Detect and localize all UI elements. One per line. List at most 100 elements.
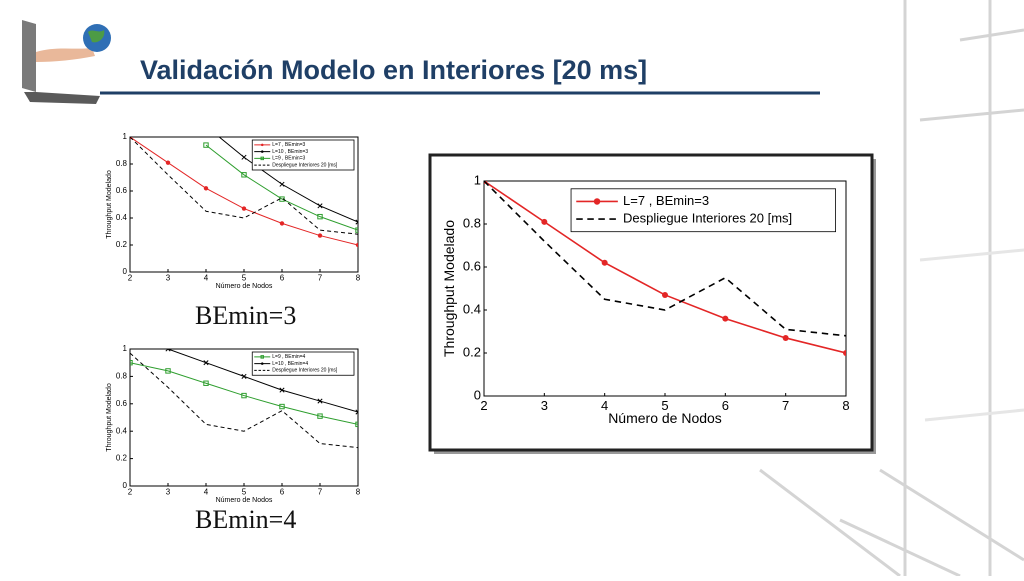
y-tick-label: 1 (123, 132, 128, 141)
legend-box (570, 188, 836, 233)
y-axis-label: Throughput Modelado (106, 383, 113, 452)
y-tick-label: 0.8 (116, 159, 128, 168)
window-frame (759, 0, 1024, 578)
y-tick-label: 0.2 (116, 454, 128, 463)
x-tick-label: 7 (318, 488, 323, 497)
legend: L=7 , BEmin=3 Despliegue Interiores 20 [m… (570, 188, 836, 233)
chart: 2 3 4 5 6 7 8 0 0.2 0.4 0.6 0.8 1 Número de Nodos Thro… (106, 344, 361, 504)
x-tick-label: 5 (242, 488, 247, 497)
marker (722, 315, 729, 322)
y-tick-label: 0.6 (116, 399, 128, 408)
axes-box (483, 180, 847, 397)
marker (241, 373, 247, 379)
axes-box (129, 348, 359, 487)
marker (662, 291, 668, 298)
marker (203, 380, 209, 386)
marker (130, 360, 133, 366)
series-line (130, 352, 358, 449)
y-tick-label: 0.4 (116, 213, 128, 222)
logo (22, 20, 111, 104)
marker (317, 203, 323, 209)
series-line (130, 362, 358, 425)
marker (279, 221, 285, 226)
y-tick-label: 0.8 (116, 372, 128, 381)
marker (204, 124, 208, 128)
legend-box (251, 351, 355, 376)
y-tick-label: 1 (474, 172, 481, 187)
caption: BEmin=3 (195, 301, 296, 330)
x-axis-label: Número de Nodos (216, 497, 273, 504)
x-tick-label: 8 (356, 274, 361, 283)
legend-label: L=7 , BEmin=3 (272, 142, 305, 148)
caption: BEmin=4 (195, 505, 296, 534)
window-frame (919, 248, 1024, 422)
legend-label: L=7 , BEmin=3 (623, 193, 709, 208)
x-tick-label: 5 (242, 274, 247, 283)
legend-marker (260, 355, 264, 359)
marker (241, 154, 247, 160)
marker (355, 409, 358, 415)
marker (203, 142, 209, 148)
x-tick-label: 3 (166, 488, 171, 497)
legend-label: Despliegue Interiores 20 [ms] (272, 162, 338, 168)
marker (541, 218, 548, 225)
y-axis-label: Throughput Modelado (106, 170, 113, 239)
laptop-base (24, 92, 100, 104)
marker (317, 213, 323, 220)
marker (317, 413, 323, 419)
laptop-screen (22, 20, 36, 92)
x-tick-label: 2 (128, 274, 133, 283)
marker (241, 172, 247, 178)
x-tick-label: 3 (166, 274, 171, 283)
marker (203, 186, 209, 191)
slide-title: Validación Modelo en Interiores [20 ms] (140, 55, 647, 85)
y-tick-label: 0.6 (463, 258, 481, 273)
marker (601, 259, 608, 266)
y-tick-label: 1 (123, 344, 128, 353)
legend-marker (261, 150, 264, 153)
x-tick-label: 4 (204, 274, 209, 283)
y-tick-label: 0.2 (463, 344, 481, 359)
chart: 2 3 4 5 6 7 8 0 0.2 0.4 0.6 0.8 1 Número de Nodos Thro… (441, 172, 850, 426)
x-tick-label: 8 (356, 488, 361, 497)
legend-marker (261, 143, 264, 147)
x-tick-label: 5 (661, 398, 668, 413)
x-tick-label: 3 (541, 398, 548, 413)
marker (241, 206, 247, 211)
axes-box (129, 136, 359, 273)
x-tick-label: 8 (842, 398, 849, 413)
x-tick-label: 6 (722, 398, 729, 413)
x-tick-label: 4 (601, 398, 608, 413)
series-line (205, 144, 358, 231)
x-tick-label: 7 (782, 398, 789, 413)
marker (782, 334, 789, 341)
decor (759, 0, 1024, 578)
x-tick-label: 6 (280, 488, 285, 497)
legend-label: Despliegue Interiores 20 [ms] (272, 368, 338, 374)
marker (203, 360, 209, 366)
marker (165, 160, 171, 165)
y-tick-label: 0.2 (116, 240, 128, 249)
marker (165, 349, 171, 352)
x-axis-label: Número de Nodos (608, 410, 722, 426)
legend: L=7 , BEmin=3L=10 , BEmin=3L=9 , BEmin=3… (251, 139, 355, 171)
marker (317, 398, 323, 404)
x-axis-label: Número de Nodos (216, 283, 273, 290)
y-tick-label: 0.4 (463, 301, 481, 316)
marker (355, 242, 358, 248)
legend-marker (260, 156, 264, 161)
y-tick-label: 0 (474, 387, 481, 402)
series-line (167, 349, 358, 413)
series-line (484, 181, 846, 337)
legend-label: Despliegue Interiores 20 [ms] (623, 210, 792, 225)
x-tick-label: 6 (280, 274, 285, 283)
y-tick-label: 0 (123, 267, 128, 276)
marker (165, 368, 171, 374)
y-tick-label: 0.6 (116, 186, 128, 195)
hand (36, 48, 95, 62)
legend-marker (593, 198, 601, 205)
marker (279, 387, 285, 393)
y-tick-label: 0.8 (463, 215, 481, 230)
